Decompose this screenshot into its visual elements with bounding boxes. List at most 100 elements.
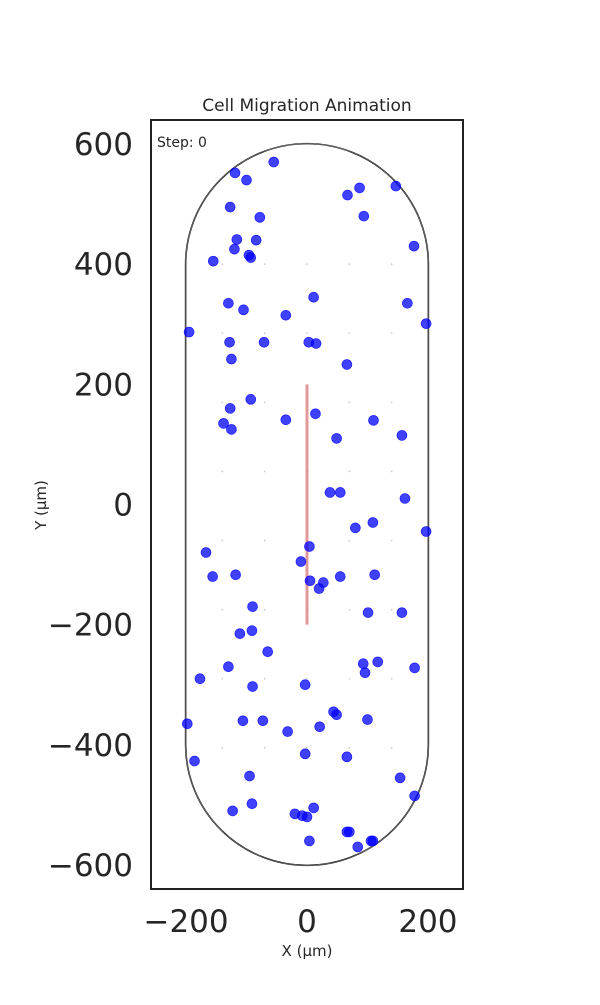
guide-mark	[221, 401, 224, 404]
guide-mark	[348, 677, 351, 680]
boundary-layer	[184, 142, 430, 867]
cell-point	[299, 748, 311, 760]
cell-point	[280, 414, 292, 426]
guide-mark	[348, 746, 351, 749]
plot-area: Step: 0	[150, 119, 464, 890]
cell-point	[250, 234, 262, 246]
guide-mark	[348, 332, 351, 335]
cell-point	[229, 167, 241, 179]
cell-point	[231, 234, 243, 245]
cell-point	[408, 240, 420, 252]
cell-point	[247, 601, 258, 612]
cell-point	[359, 667, 371, 679]
cell-point	[246, 625, 258, 636]
guide-mark	[221, 470, 224, 473]
step-annotation: Step: 0	[157, 135, 207, 151]
y-tick-label: −400	[48, 728, 133, 764]
cell-point	[394, 772, 406, 784]
cell-point	[310, 338, 322, 349]
y-tick-label: 200	[74, 367, 133, 403]
cell-point	[227, 805, 238, 817]
y-tick-label: 600	[74, 127, 133, 163]
y-axis-label: Y (µm)	[32, 480, 50, 531]
x-tick-label: −200	[143, 904, 228, 940]
cell-point	[224, 403, 236, 414]
cell-point	[245, 394, 257, 405]
cell-point	[241, 174, 252, 186]
cell-point	[390, 180, 402, 192]
guide-mark	[221, 677, 224, 680]
guide-mark	[263, 608, 266, 611]
boundary-outer	[184, 142, 430, 867]
cell-point	[420, 318, 432, 329]
cell-point	[334, 571, 346, 582]
cell-point	[254, 212, 266, 223]
cell-point	[420, 526, 432, 537]
cell-point	[280, 309, 292, 321]
cell-point	[246, 798, 258, 809]
cell-point	[194, 673, 206, 685]
cell-point	[354, 182, 365, 194]
cell-point	[200, 547, 212, 558]
guide-mark	[390, 608, 393, 611]
cell-point	[238, 304, 249, 316]
guide-mark	[263, 746, 266, 749]
cell-point	[342, 189, 353, 201]
guide-mark	[263, 539, 266, 542]
guide-mark	[390, 470, 393, 473]
guide-mark	[263, 677, 266, 680]
cell-point	[207, 255, 219, 267]
cell-point	[295, 556, 307, 567]
guide-mark	[390, 746, 393, 749]
cell-point	[218, 418, 229, 429]
y-tick-label: −200	[48, 608, 133, 644]
cell-point	[207, 571, 218, 582]
cell-point	[334, 487, 346, 498]
cell-point	[262, 646, 274, 657]
cell-point	[399, 493, 411, 504]
guide-mark	[221, 263, 224, 266]
cell-point	[331, 709, 342, 721]
cell-point	[362, 714, 373, 725]
cell-point	[244, 770, 255, 782]
cell-point	[367, 517, 379, 528]
cell-point	[224, 336, 235, 348]
cell-point	[324, 487, 336, 498]
cell-point	[257, 715, 269, 727]
guide-mark	[263, 263, 266, 266]
chart-title: Cell Migration Animation	[202, 96, 411, 116]
cell-point	[331, 433, 342, 444]
cell-point	[226, 353, 237, 365]
guide-mark	[263, 401, 266, 404]
cell-point	[350, 522, 361, 534]
cell-point	[304, 575, 316, 587]
cell-point	[304, 835, 315, 847]
y-tick-label: −600	[48, 848, 133, 884]
guide-mark	[263, 332, 266, 335]
cell-point	[372, 656, 384, 668]
guide-mark	[390, 263, 393, 266]
guide-mark	[221, 332, 224, 335]
guide-mark	[221, 746, 224, 749]
cell-point	[234, 628, 246, 639]
y-tick-label: 400	[74, 247, 133, 283]
guide-mark	[390, 539, 393, 542]
plot-frame	[150, 119, 464, 890]
cell-point	[289, 808, 301, 820]
cell-point	[299, 679, 311, 691]
cell-point	[352, 841, 364, 853]
cell-point	[367, 835, 379, 847]
cell-point	[313, 583, 325, 594]
cell-point	[245, 252, 257, 263]
cell-point	[362, 607, 374, 618]
cell-point	[308, 291, 319, 303]
cell-point	[183, 326, 195, 338]
cell-point	[358, 210, 370, 222]
cell-point	[396, 430, 408, 441]
guide-mark	[306, 332, 308, 335]
cell-point	[341, 751, 353, 763]
cell-point	[409, 790, 420, 802]
cell-point	[369, 569, 381, 581]
